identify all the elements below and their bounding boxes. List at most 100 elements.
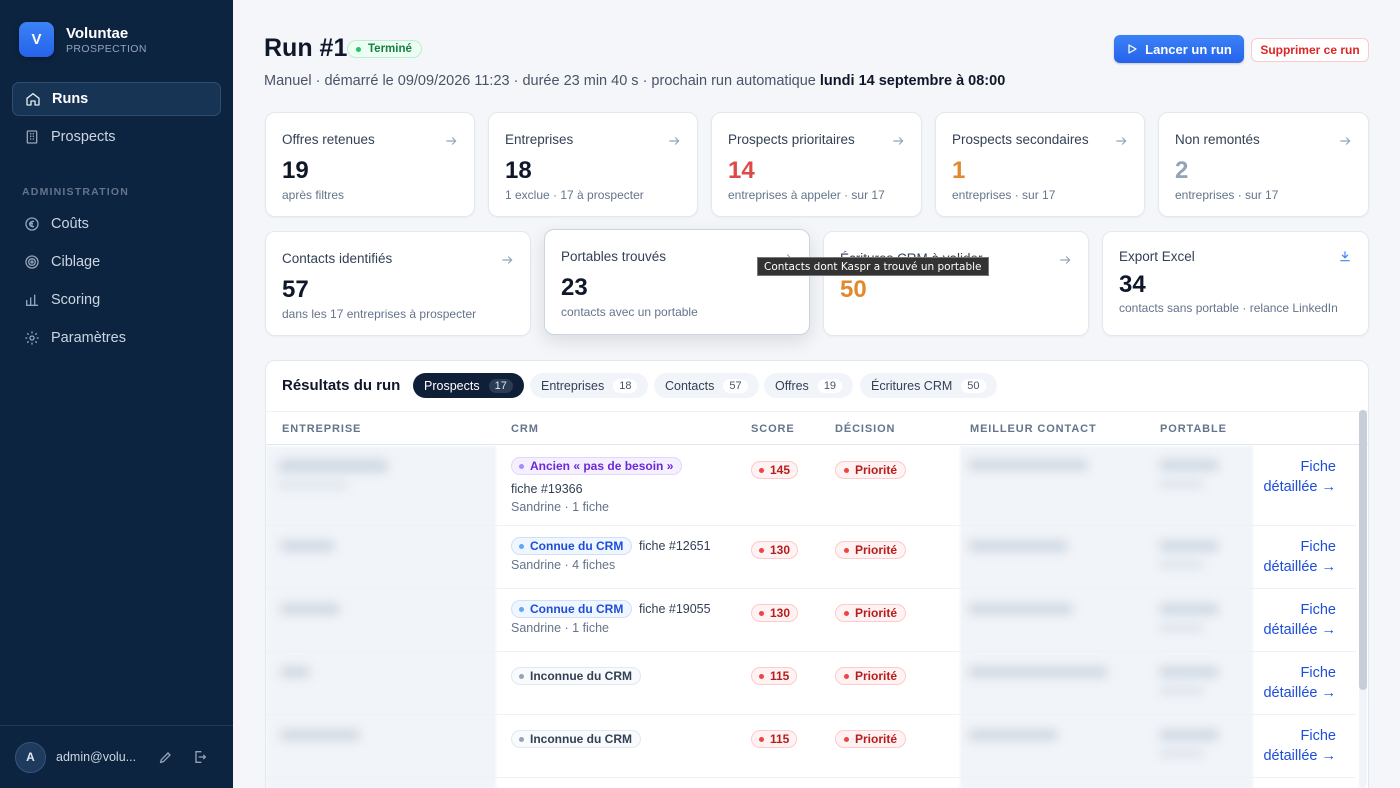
crm-status-badge: Inconnue du CRM: [511, 667, 641, 685]
blurred-company-name: [278, 459, 388, 473]
crm-owner: Sandrine · 1 fiche: [511, 621, 609, 635]
kpi-card-offres[interactable]: Offres retenues 19 après filtres: [265, 112, 475, 217]
kpi-card-portables[interactable]: Portables trouvés 23 contacts avec un po…: [544, 229, 810, 335]
detail-link[interactable]: Fiche détaillée →: [1263, 665, 1336, 701]
kpi-value: 34: [1119, 271, 1146, 298]
status-badge: Terminé: [347, 40, 422, 58]
launch-run-button[interactable]: Lancer un run: [1114, 35, 1244, 63]
blurred-phone-detail: [1159, 623, 1204, 632]
sidebar-item-couts[interactable]: Coûts: [12, 207, 221, 241]
table-row[interactable]: Inconnue du CRM 115 Priorité Fiche détai…: [266, 715, 1356, 778]
kpi-value: 19: [282, 157, 309, 184]
tab-contacts[interactable]: Contacts 57: [654, 373, 759, 398]
brand-name: Voluntae: [66, 24, 129, 42]
brand[interactable]: V Voluntae PROSPECTION: [19, 22, 147, 57]
crm-owner: Sandrine · 1 fiche: [511, 500, 609, 514]
tab-offres[interactable]: Offres 19: [764, 373, 854, 398]
blurred-company-detail: [278, 481, 348, 489]
sidebar: V Voluntae PROSPECTION Runs Prospects AD…: [0, 0, 233, 788]
crm-fiche-link[interactable]: fiche #19055: [639, 602, 711, 616]
crm-fiche-link[interactable]: fiche #12651: [639, 539, 711, 553]
kpi-card-entreprises[interactable]: Entreprises 18 1 exclue · 17 à prospecte…: [488, 112, 698, 217]
brand-logo: V: [19, 22, 54, 57]
arrow-right-icon: [669, 137, 680, 145]
table-header: ENTREPRISE CRM SCORE DÉCISION MEILLEUR C…: [266, 411, 1368, 445]
crm-fiche-link[interactable]: fiche #19366: [511, 482, 583, 496]
blurred-phone-detail: [1159, 560, 1204, 569]
kpi-value: 2: [1175, 157, 1189, 184]
gear-icon: [25, 331, 39, 345]
kpi-value: 1: [952, 157, 966, 184]
sidebar-item-ciblage[interactable]: Ciblage: [12, 245, 221, 279]
user-email: admin@volu...: [56, 750, 137, 764]
euro-icon: [25, 217, 39, 231]
kpi-label: Prospects secondaires: [952, 132, 1089, 147]
kpi-card-contacts[interactable]: Contacts identifiés 57 dans les 17 entre…: [265, 231, 531, 336]
col-header-score[interactable]: SCORE: [751, 423, 795, 435]
kpi-label: Portables trouvés: [561, 249, 667, 264]
decision-badge: Priorité: [835, 461, 907, 479]
detail-link[interactable]: Fiche détaillée →: [1263, 728, 1336, 764]
kpi-label: Export Excel: [1119, 249, 1195, 264]
decision-badge: Priorité: [835, 667, 907, 685]
col-header-meilleur-contact[interactable]: MEILLEUR CONTACT: [970, 423, 1097, 435]
table-row[interactable]: Connue du CRM fiche #19055 Sandrine · 1 …: [266, 589, 1356, 652]
edit-pencil-icon[interactable]: [158, 749, 174, 765]
blurred-contact: [968, 666, 1108, 678]
col-header-crm[interactable]: CRM: [511, 423, 539, 435]
kpi-card-prospects-secondaires[interactable]: Prospects secondaires 1 entreprises · su…: [935, 112, 1145, 217]
score-badge: 130: [751, 541, 799, 559]
results-panel: Résultats du run Prospects 17 Entreprises…: [265, 360, 1369, 788]
kpi-card-export-excel[interactable]: Export Excel 34 contacts sans portable ·…: [1102, 231, 1369, 336]
decision-badge: Priorité: [835, 604, 907, 622]
tab-prospects[interactable]: Prospects 17: [413, 373, 524, 398]
blurred-phone: [1159, 540, 1219, 552]
col-header-portable[interactable]: PORTABLE: [1160, 423, 1227, 435]
sidebar-item-prospects[interactable]: Prospects: [12, 120, 221, 154]
logout-icon[interactable]: [192, 749, 208, 765]
kpi-value: 57: [282, 276, 309, 303]
kpi-sub: contacts sans portable · relance LinkedI…: [1119, 301, 1338, 315]
arrow-right-icon: [1340, 137, 1351, 145]
sidebar-item-parametres[interactable]: Paramètres: [12, 321, 221, 355]
detail-link[interactable]: Fiche détaillée →: [1263, 459, 1336, 495]
kpi-label: Non remontés: [1175, 132, 1260, 147]
kpi-card-non-remontes[interactable]: Non remontés 2 entreprises · sur 17: [1158, 112, 1369, 217]
sidebar-item-scoring[interactable]: Scoring: [12, 283, 221, 317]
blurred-phone-detail: [1159, 686, 1204, 695]
avatar[interactable]: A: [15, 741, 46, 773]
table-row[interactable]: Inconnue du CRM 115 Priorité Fiche détai…: [266, 652, 1356, 715]
crm-status-badge: Connue du CRM: [511, 537, 633, 555]
kpi-sub: entreprises à appeler · sur 17: [728, 188, 885, 202]
download-icon[interactable]: [1338, 249, 1352, 263]
results-scrollbar-thumb[interactable]: [1359, 410, 1367, 690]
delete-run-button[interactable]: Supprimer ce run: [1251, 38, 1369, 62]
tab-ecritures-crm[interactable]: Écritures CRM 50: [860, 373, 997, 398]
table-row[interactable]: Ancien « pas de besoin » fiche #19366 Sa…: [266, 445, 1356, 526]
kpi-label: Offres retenues: [282, 132, 375, 147]
detail-link[interactable]: Fiche détaillée →: [1263, 539, 1336, 575]
kpi-sub: entreprises · sur 17: [1175, 188, 1279, 202]
crm-status-badge: Ancien « pas de besoin »: [511, 457, 683, 475]
col-header-entreprise[interactable]: ENTREPRISE: [282, 423, 362, 435]
sidebar-item-label: Coûts: [51, 216, 89, 232]
kpi-sub: 1 exclue · 17 à prospecter: [505, 188, 644, 202]
sidebar-item-label: Prospects: [51, 129, 116, 145]
kpi-sub: dans les 17 entreprises à prospecter: [282, 307, 477, 321]
tab-entreprises[interactable]: Entreprises 18: [530, 373, 649, 398]
crm-status-badge: Inconnue du CRM: [511, 730, 641, 748]
col-header-decision[interactable]: DÉCISION: [835, 423, 896, 435]
blurred-company-name: [280, 540, 335, 552]
blurred-phone: [1159, 729, 1219, 741]
table-row[interactable]: Connue du CRM fiche #12651 Sandrine · 4 …: [266, 526, 1356, 589]
kpi-card-prospects-prioritaires[interactable]: Prospects prioritaires 14 entreprises à …: [711, 112, 922, 217]
detail-link[interactable]: Fiche détaillée →: [1263, 602, 1336, 638]
sidebar-section-label: ADMINISTRATION: [22, 186, 130, 198]
kpi-value: 18: [505, 157, 532, 184]
kpi-sub: entreprises · sur 17: [952, 188, 1056, 202]
sidebar-item-runs[interactable]: Runs: [12, 82, 221, 116]
play-icon: [1128, 44, 1137, 54]
kpi-card-ecritures-crm[interactable]: Écritures CRM à valider 50: [823, 231, 1089, 336]
blurred-phone-detail: [1159, 749, 1204, 758]
arrow-right-icon: [502, 256, 513, 264]
